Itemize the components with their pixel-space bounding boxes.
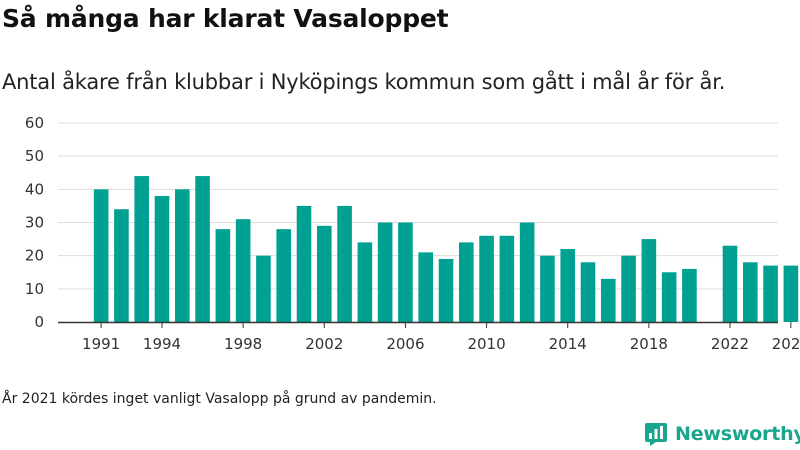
x-tick-label: 2006: [386, 335, 424, 353]
y-tick-label: 50: [25, 147, 44, 165]
bar-1997: [215, 229, 231, 322]
bar-2020: [682, 268, 697, 322]
bar-2003: [337, 205, 352, 322]
bar-2016: [600, 278, 616, 322]
x-tick-label: 1991: [82, 335, 120, 353]
x-tick-label: 2022: [711, 335, 749, 353]
x-tick-label: 1994: [143, 335, 181, 353]
bar-1994: [154, 195, 170, 322]
bar-2011: [499, 235, 515, 322]
bar-2012: [519, 222, 535, 322]
newsworthy-logo[interactable]: Newsworthy: [644, 420, 800, 448]
bar-2005: [377, 222, 393, 322]
bar-2004: [357, 242, 373, 322]
bar-2006: [398, 222, 413, 322]
y-tick-label: 40: [25, 180, 44, 198]
y-tick-label: 60: [25, 114, 44, 132]
newsworthy-logo-icon: [645, 423, 667, 446]
x-tick-label: 2014: [549, 335, 587, 353]
bar-2014: [560, 249, 576, 322]
brand-name: Newsworthy: [675, 423, 800, 445]
bar-2024: [763, 265, 778, 322]
bar-2019: [661, 272, 677, 322]
bar-2008: [438, 258, 454, 322]
chart-title: Så många har klarat Vasaloppet: [2, 4, 449, 33]
bar-2001: [296, 205, 312, 322]
bar-2000: [276, 229, 292, 322]
bar-2018: [641, 239, 657, 322]
bar-2007: [418, 252, 434, 322]
bar-1992: [114, 209, 129, 322]
bar-2025: [783, 265, 799, 322]
x-tick-label: 2010: [467, 335, 505, 353]
y-tick-label: 20: [25, 247, 44, 265]
x-tick-label: 2002: [305, 335, 343, 353]
bar-1998: [235, 219, 251, 322]
x-tick-label: 2025: [772, 335, 800, 353]
bar-1996: [195, 176, 210, 322]
bar-1999: [256, 255, 271, 322]
bar-chart: 0 10 20 30 40 50 60 1991 1994 1998 2002 2006 2010 201…: [25, 114, 800, 353]
bar-2002: [316, 225, 332, 322]
bar-2015: [580, 262, 596, 322]
footnote: År 2021 kördes inget vanligt Vasalopp på…: [2, 391, 437, 407]
bar-2009: [458, 242, 474, 322]
bar-2023: [742, 262, 758, 322]
y-tick-label: 30: [25, 214, 44, 232]
bar-2017: [621, 255, 636, 322]
bar-2013: [540, 255, 555, 322]
bar-1995: [174, 189, 190, 322]
bar-1993: [134, 176, 150, 322]
bar-2022: [722, 245, 738, 322]
bar-1991: [93, 189, 109, 322]
x-tick-label: 2018: [630, 335, 668, 353]
y-tick-label: 10: [25, 280, 44, 298]
x-tick-label: 1998: [224, 335, 262, 353]
chart-subtitle: Antal åkare från klubbar i Nyköpings kom…: [2, 70, 726, 94]
bar-2010: [479, 235, 494, 322]
y-tick-label: 0: [34, 313, 44, 331]
